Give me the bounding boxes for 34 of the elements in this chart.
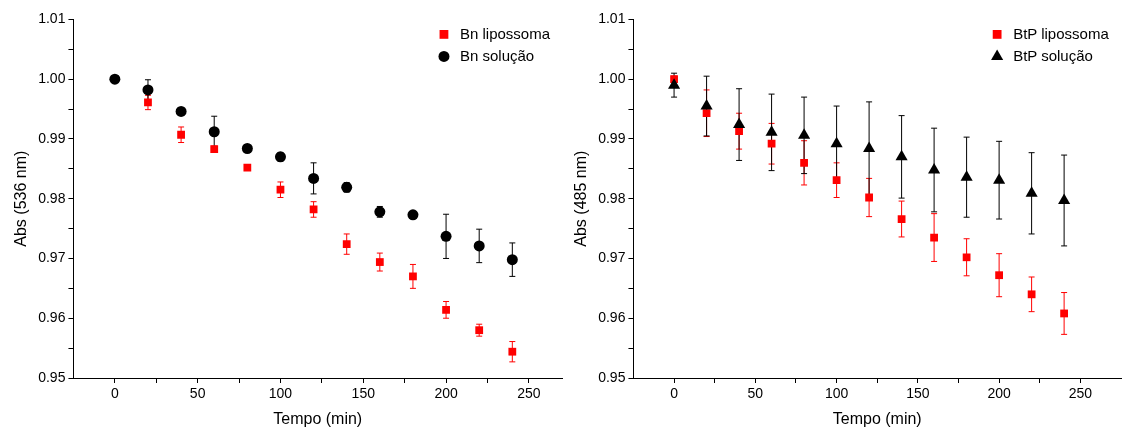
x-tick-label: 200 [987, 385, 1011, 402]
y-tick-label: 0.97 [598, 249, 626, 266]
y-tick-label: 1.01 [598, 10, 626, 27]
y-tick-label: 1.00 [598, 70, 626, 87]
legend-label: BtP lipossoma [1013, 24, 1110, 42]
legend-label: Bn solução [459, 46, 535, 64]
legend-label: Bn lipossoma [459, 24, 551, 42]
x-axis-title: Tempo (min) [273, 409, 363, 427]
x-tick-label: 100 [824, 385, 849, 402]
x-tick-label: 100 [268, 385, 293, 402]
x-tick-label: 0 [110, 385, 119, 402]
y-tick-label: 0.99 [38, 129, 66, 146]
x-tick-label: 150 [906, 385, 930, 402]
y-tick-label: 0.95 [38, 368, 66, 385]
y-tick-label: 0.95 [598, 368, 626, 385]
x-tick-label: 0 [670, 385, 679, 402]
x-axis-title: Tempo (min) [832, 409, 922, 427]
legend-label: BtP solução [1013, 46, 1093, 64]
y-tick-label: 0.99 [598, 129, 626, 146]
x-tick-label: 50 [189, 385, 206, 402]
x-tick-label: 150 [351, 385, 376, 402]
y-tick-label: 0.98 [38, 189, 66, 206]
x-tick-label: 250 [517, 385, 541, 402]
y-tick-label: 0.97 [38, 249, 66, 266]
y-axis-title: Abs (536 nm) [12, 150, 30, 247]
x-tick-label: 50 [747, 385, 764, 402]
y-tick-label: 0.96 [598, 309, 626, 326]
y-tick-label: 0.96 [38, 309, 66, 326]
y-axis-title: Abs (485 nm) [572, 150, 590, 247]
x-tick-label: 250 [1068, 385, 1093, 402]
y-tick-label: 1.01 [38, 10, 66, 27]
y-tick-label: 0.98 [598, 189, 626, 206]
y-tick-label: 1.00 [38, 70, 66, 87]
x-tick-label: 200 [434, 385, 458, 402]
